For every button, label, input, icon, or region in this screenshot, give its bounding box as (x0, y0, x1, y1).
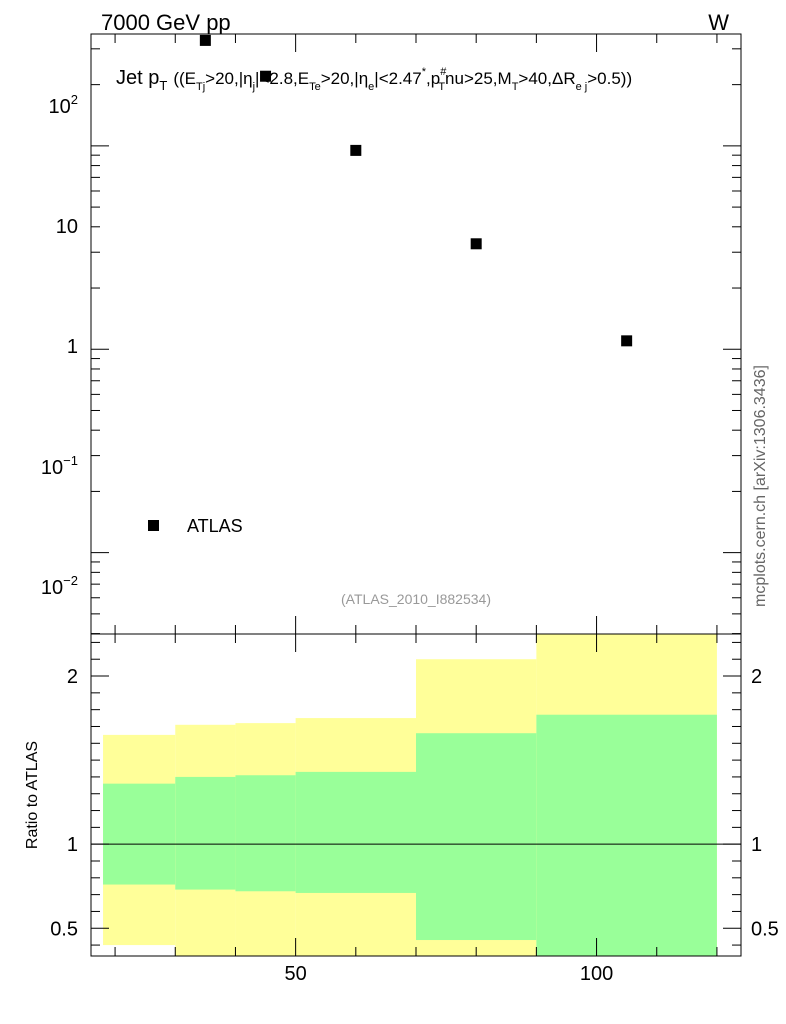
ratio-tick-0.5-right: 0.5 (751, 918, 779, 940)
analysis-tag: (ATLAS_2010_I882534) (341, 591, 491, 607)
header-left: 7000 GeV pp (101, 10, 231, 35)
y-tick-label-0.01: 10−2 (41, 573, 78, 599)
y-tick-label-100: 102 (49, 92, 78, 118)
ratio-panel: 2 1 0.5 2 1 0.5 Ratio to ATLAS 50 100 (24, 633, 779, 985)
ratio-tick-2-left: 2 (67, 666, 78, 688)
y-tick-0.01-exp: −2 (63, 573, 78, 588)
title-cuts-2: >20,|η (205, 69, 252, 88)
title-cuts-s1: Tj (196, 81, 205, 93)
title-cuts-5: |<2.47 (374, 69, 421, 88)
y-tick-100-base: 10 (49, 96, 71, 118)
green-band-1 (175, 776, 236, 890)
legend-label: ATLAS (187, 516, 243, 536)
y-tick-label-0.1: 10−1 (41, 453, 78, 479)
ratio-y-axis-label: Ratio to ATLAS (24, 741, 41, 849)
data-point-3 (350, 144, 362, 156)
title-main: Jet p (116, 67, 159, 89)
header-right: W (708, 10, 729, 35)
green-band-0 (103, 783, 176, 885)
y-tick-label-1: 1 (67, 336, 78, 358)
main-plot-frame (90, 33, 742, 635)
atlas-series (199, 34, 633, 347)
green-band-3 (295, 771, 416, 893)
legend: ATLAS (148, 516, 243, 536)
side-label: mcplots.cern.ch [arXiv:1306.3436] (752, 365, 769, 607)
title-cuts-1: ((E (173, 69, 196, 88)
title-cuts-7: nu>25,M (445, 69, 512, 88)
green-band-5 (536, 714, 717, 956)
title-cuts-sup6: # (440, 66, 447, 78)
chart-title: Jet pT ((ETj>20,|ηj|<2.8,ETe>20,|ηe|<2.47… (116, 66, 632, 93)
main-panel: 102 10 1 10−1 10−2 Jet pT ((ETj>20,|ηj|<2… (41, 33, 742, 635)
ratio-tick-1-left: 1 (67, 834, 78, 856)
data-point-2 (260, 70, 272, 82)
ratio-tick-1-right: 1 (751, 834, 762, 856)
title-cuts-s3: Te (309, 81, 321, 93)
x-tick-label-100: 100 (580, 963, 613, 985)
title-cuts-sup5: * (422, 66, 427, 78)
data-point-1 (199, 34, 211, 46)
data-point-5 (621, 335, 633, 347)
title-cuts-s7: T (512, 81, 519, 93)
main-y-tick-labels: 102 10 1 10−1 10−2 (41, 92, 78, 599)
green-band-4 (416, 733, 537, 941)
y-tick-label-10: 10 (56, 216, 78, 238)
title-cuts-s4: e (368, 81, 374, 93)
ratio-y-tick-labels: 2 1 0.5 2 1 0.5 (50, 666, 779, 940)
title-cuts-6: ,p (426, 69, 440, 88)
main-y-minor-ticks (91, 34, 741, 635)
green-band-2 (235, 775, 296, 892)
data-point-4 (470, 238, 482, 250)
ratio-minor-ticks (91, 634, 741, 956)
x-tick-labels: 50 100 (285, 963, 614, 985)
title-cuts-8: >40,ΔR (518, 69, 575, 88)
y-tick-0.1-base: 10 (41, 457, 63, 479)
ratio-tick-0.5-left: 0.5 (50, 918, 78, 940)
y-tick-0.01-base: 10 (41, 577, 63, 599)
y-tick-100-exp: 2 (71, 92, 78, 107)
title-cuts-s2: j (252, 81, 255, 93)
ratio-bands (103, 634, 717, 956)
y-tick-0.1-exp: −1 (63, 453, 78, 468)
title-cuts-4: >20,|η (321, 69, 368, 88)
legend-marker (148, 520, 159, 531)
title-cuts-s8: e j (576, 81, 588, 93)
title-cuts-9: >0.5)) (587, 69, 632, 88)
x-tick-label-50: 50 (285, 963, 307, 985)
title-main-sub: T (159, 78, 167, 93)
ratio-tick-2-right: 2 (751, 666, 762, 688)
title-cuts-sub6: T (438, 81, 445, 93)
